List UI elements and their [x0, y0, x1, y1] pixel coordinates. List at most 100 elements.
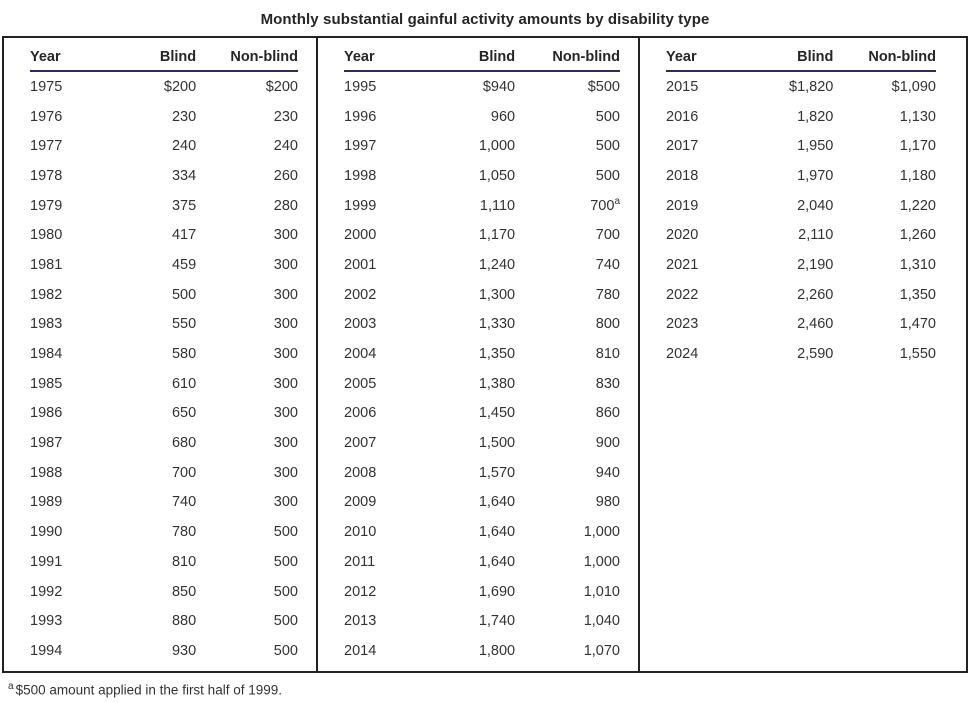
non-blind-cell: 500 — [273, 553, 298, 570]
table-row: 2006 1,450 860 — [344, 399, 620, 429]
table-row: 2008 1,570 940 — [344, 458, 620, 488]
non-blind-cell: 500 — [273, 642, 298, 659]
non-blind-cell: 1,000 — [583, 524, 620, 541]
year-cell: 2023 — [666, 316, 699, 333]
year-cell: 2016 — [666, 108, 699, 125]
blind-cell: 240 — [171, 138, 197, 155]
table-group-1975-1994: Year Blind Non-blind 1975 $200 $200 1976 230 230… — [4, 38, 316, 671]
year-cell: 2018 — [666, 167, 699, 184]
table-row: 1987 680 300 — [30, 428, 298, 458]
year-cell: 1992 — [30, 583, 63, 600]
blind-cell: 550 — [171, 316, 197, 333]
table-row: 1989 740 300 — [30, 488, 298, 518]
table-row: 2003 1,330 800 — [344, 310, 620, 340]
year-cell: 1979 — [30, 197, 63, 214]
blind-cell: 1,570 — [478, 464, 516, 481]
blind-cell: 1,110 — [479, 197, 516, 214]
non-blind-cell: 1,260 — [899, 227, 936, 244]
year-cell: 2003 — [344, 316, 377, 333]
table-row: 2016 1,820 1,130 — [666, 102, 936, 132]
blind-cell: 2,110 — [798, 227, 834, 244]
blind-cell: 650 — [171, 405, 197, 422]
blind-cell: 1,050 — [478, 167, 516, 184]
non-blind-cell: 300 — [273, 435, 298, 452]
blind-cell: 2,590 — [797, 346, 834, 363]
year-cell: 1994 — [30, 642, 63, 659]
table-row: 2022 2,260 1,350 — [666, 280, 936, 310]
non-blind-cell: 500 — [273, 524, 298, 541]
blind-cell: 780 — [171, 524, 197, 541]
non-blind-cell: 860 — [595, 405, 620, 422]
non-blind-cell: 300 — [273, 227, 298, 244]
non-blind-cell: 1,000 — [583, 553, 620, 570]
non-blind-cell: 300 — [273, 405, 298, 422]
blind-cell: 1,170 — [478, 227, 516, 244]
blind-cell: 1,640 — [478, 494, 516, 511]
table-group-2015-2024: Year Blind Non-blind 2015 $1,820 $1,090 2016 1,… — [638, 38, 966, 671]
table-row: 2024 2,590 1,550 — [666, 339, 936, 369]
table-row: 2017 1,950 1,170 — [666, 131, 936, 161]
blind-cell: 1,640 — [478, 524, 516, 541]
year-cell: 2013 — [344, 613, 377, 630]
non-blind-cell: 500 — [595, 108, 620, 125]
non-blind-cell: 1,470 — [899, 316, 936, 333]
blind-cell: $200 — [163, 78, 197, 95]
non-blind-cell: 300 — [273, 346, 298, 363]
table-row: 2018 1,970 1,180 — [666, 161, 936, 191]
year-cell: 2021 — [666, 256, 699, 273]
non-blind-cell: 500 — [595, 138, 620, 155]
non-blind-cell: 300 — [273, 494, 298, 511]
table-row: 1986 650 300 — [30, 399, 298, 429]
non-blind-cell: 260 — [273, 167, 298, 184]
year-cell: 1983 — [30, 316, 63, 333]
blind-cell: 1,330 — [478, 316, 516, 333]
non-blind-cell: 830 — [595, 375, 620, 392]
year-cell: 2006 — [344, 405, 377, 422]
table-row: 2002 1,300 780 — [344, 280, 620, 310]
blind-cell: 610 — [171, 375, 197, 392]
blind-cell: 850 — [171, 583, 197, 600]
blind-cell: 1,380 — [478, 375, 516, 392]
column-header-non-blind: Non-blind — [515, 38, 620, 72]
header-row: Year Blind Non-blind — [666, 38, 936, 72]
column-header-non-blind: Non-blind — [833, 38, 936, 72]
blind-cell: 1,240 — [478, 256, 516, 273]
table-row: 1994 930 500 — [30, 636, 298, 666]
blind-cell: 880 — [171, 613, 197, 630]
year-cell: 1977 — [30, 138, 63, 155]
non-blind-cell: 230 — [273, 108, 298, 125]
year-cell: 1975 — [30, 78, 63, 95]
year-cell: 2015 — [666, 78, 699, 95]
blind-cell: 580 — [171, 346, 197, 363]
year-cell: 1993 — [30, 613, 63, 630]
blind-cell: 1,690 — [478, 583, 516, 600]
blind-cell: 1,350 — [478, 346, 516, 363]
non-blind-cell: 740 — [595, 256, 620, 273]
non-blind-cell: 1,220 — [899, 197, 936, 214]
table-row: 2021 2,190 1,310 — [666, 250, 936, 280]
non-blind-cell: 300 — [273, 375, 298, 392]
table-row: 1975 $200 $200 — [30, 71, 298, 102]
table-row: 2005 1,380 830 — [344, 369, 620, 399]
year-cell: 2024 — [666, 346, 699, 363]
year-cell: 2012 — [344, 583, 377, 600]
year-cell: 2002 — [344, 286, 377, 303]
column-header-year: Year — [344, 38, 444, 72]
year-cell: 2009 — [344, 494, 377, 511]
year-cell: 1999 — [344, 197, 377, 214]
blind-cell: 1,970 — [797, 167, 834, 184]
year-cell: 2004 — [344, 346, 377, 363]
year-cell: 1989 — [30, 494, 63, 511]
footnote-text: $500 amount applied in the first half of… — [15, 682, 282, 698]
table-group-1995-2014: Year Blind Non-blind 1995 $940 $500 1996 960 500… — [316, 38, 638, 671]
non-blind-cell: 810 — [595, 346, 620, 363]
table-row: 2020 2,110 1,260 — [666, 220, 936, 250]
year-cell: 2005 — [344, 375, 377, 392]
blind-cell: 500 — [171, 286, 197, 303]
table-row: 1977 240 240 — [30, 131, 298, 161]
blind-cell: $940 — [482, 78, 516, 95]
non-blind-cell: 280 — [273, 197, 298, 214]
header-row: Year Blind Non-blind — [30, 38, 298, 72]
header-row: Year Blind Non-blind — [344, 38, 620, 72]
